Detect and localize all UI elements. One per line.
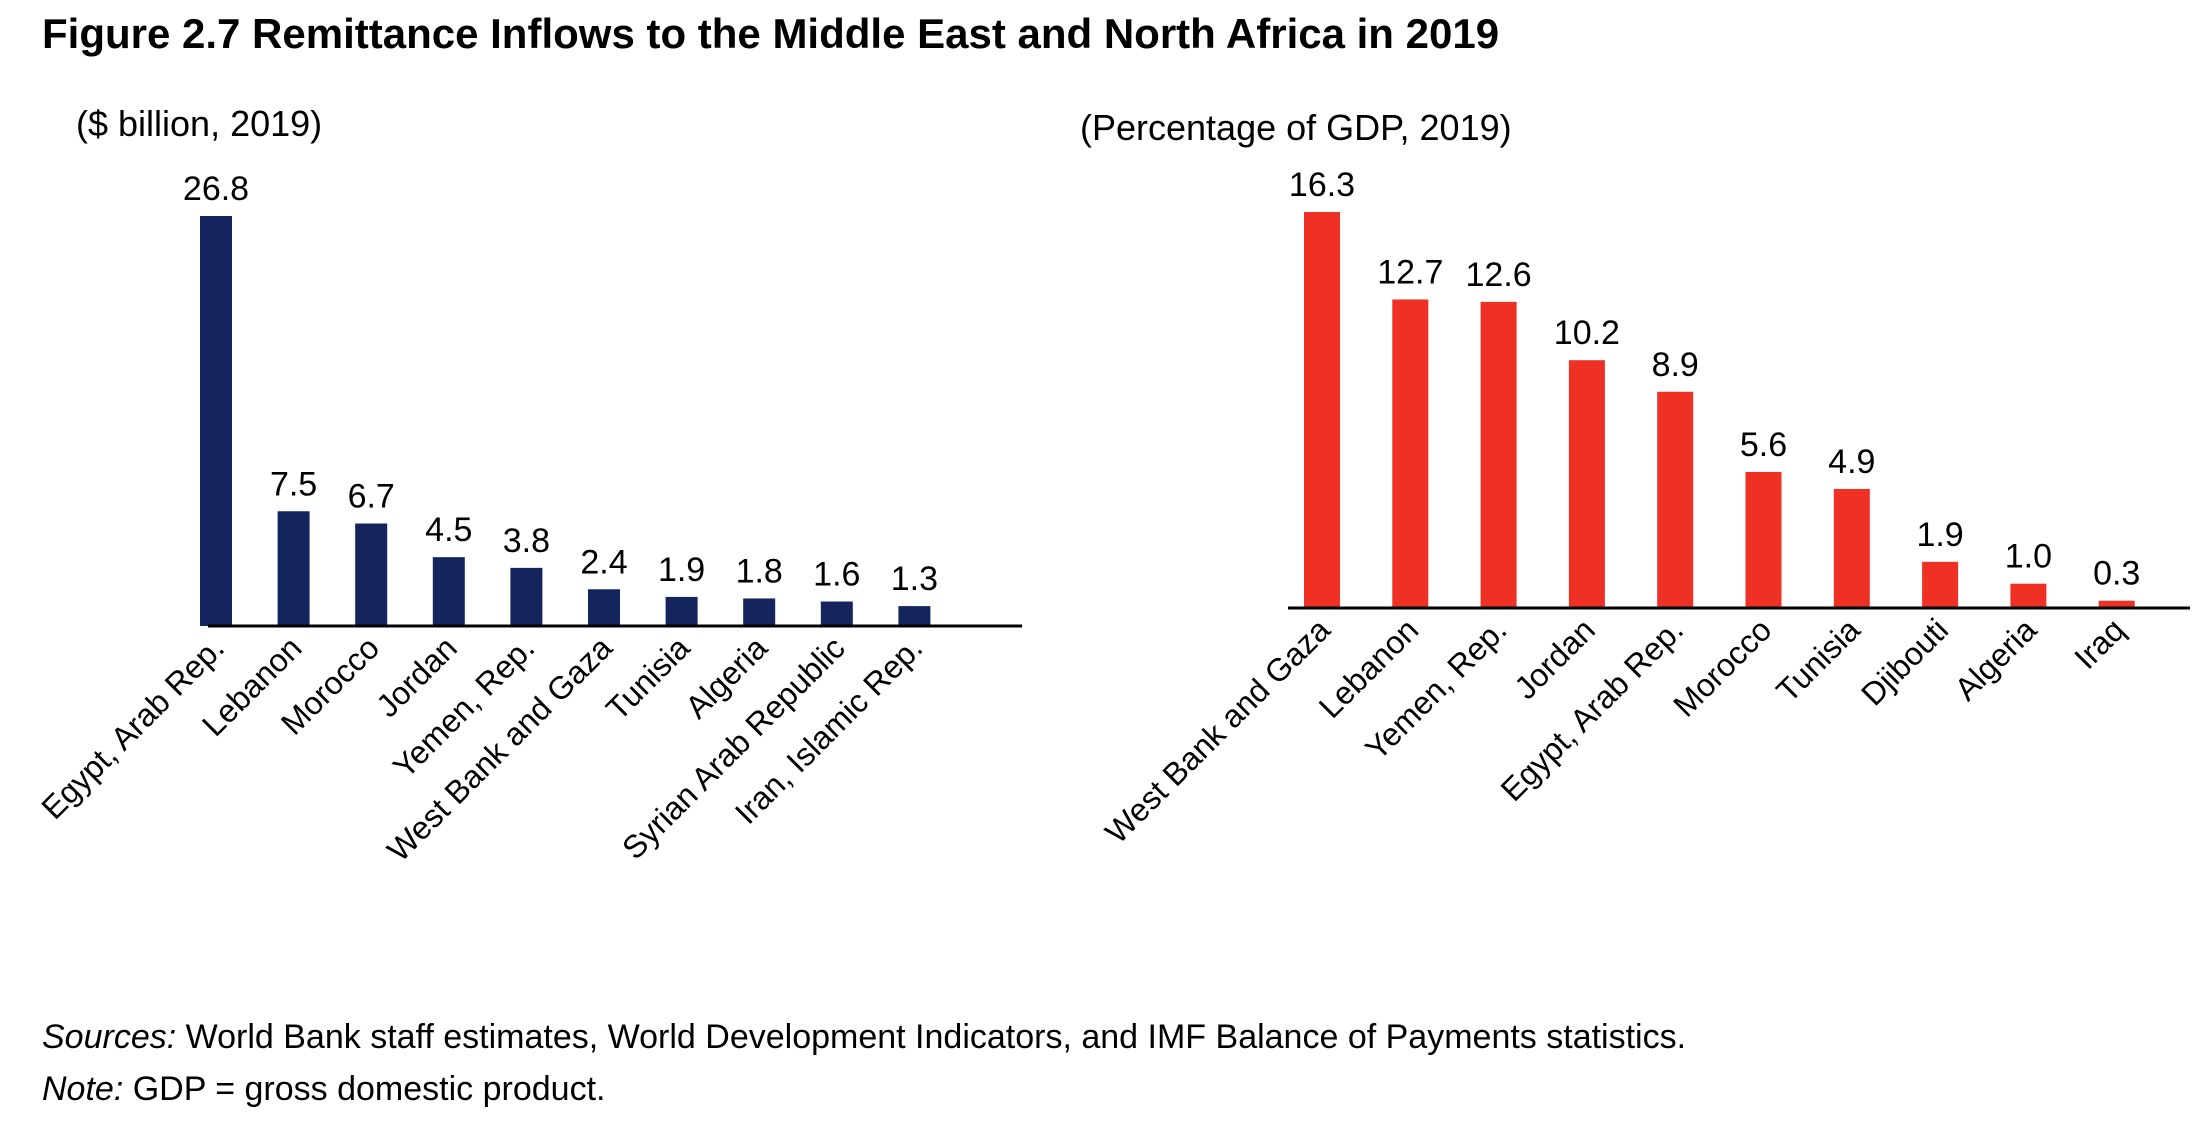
- left-value-label: 3.8: [503, 522, 550, 560]
- left-bar: [743, 598, 776, 626]
- right-value-label: 8.9: [1652, 346, 1699, 384]
- right-value-label: 10.2: [1554, 314, 1620, 352]
- left-value-label: 1.6: [813, 556, 860, 594]
- left-value-label: 26.8: [183, 170, 249, 208]
- right-category-label: Tunisia: [1769, 611, 1867, 709]
- note-text: GDP = gross domestic product.: [123, 1070, 606, 1108]
- right-value-label: 1.0: [2005, 538, 2052, 576]
- right-value-label: 12.7: [1377, 253, 1443, 291]
- right-bar: [2010, 583, 2047, 608]
- right-category-label: Morocco: [1666, 611, 1778, 723]
- right-category-label: Djibouti: [1854, 611, 1955, 712]
- right-category-label: Iraq: [2067, 611, 2131, 675]
- sources-line: Sources: World Bank staff estimates, Wor…: [42, 1018, 1686, 1057]
- left-value-label: 1.8: [736, 552, 783, 590]
- right-value-label: 16.3: [1289, 166, 1355, 204]
- left-bar: [588, 589, 620, 626]
- right-bar: [1922, 561, 1959, 608]
- right-category-label: Algeria: [1947, 611, 2043, 707]
- right-bar: [2098, 600, 2135, 608]
- right-bar: [1833, 488, 1870, 608]
- sources-text: World Bank staff estimates, World Develo…: [176, 1018, 1687, 1056]
- right-value-label: 4.9: [1828, 443, 1875, 481]
- right-value-label: 12.6: [1466, 256, 1532, 294]
- left-bar: [432, 557, 465, 626]
- left-value-label: 2.4: [580, 543, 627, 581]
- left-category-label: Tunisia: [599, 629, 697, 727]
- left-bar: [355, 523, 388, 626]
- right-value-label: 1.9: [1916, 516, 1963, 554]
- right-bar: [1304, 212, 1340, 608]
- right-value-label: 0.3: [2093, 555, 2140, 593]
- right-category-label: West Bank and Gaza: [1098, 611, 1337, 850]
- left-bar: [510, 567, 543, 626]
- right-chart-subtitle: (Percentage of GDP, 2019): [1080, 107, 1512, 148]
- left-bar: [277, 511, 310, 626]
- left-category-label: Egypt, Arab Rep.: [34, 629, 231, 826]
- left-value-label: 7.5: [270, 465, 317, 503]
- left-bar: [665, 596, 698, 626]
- right-bar: [1568, 360, 1605, 608]
- note-line: Note: GDP = gross domestic product.: [42, 1070, 605, 1109]
- note-label: Note:: [42, 1070, 124, 1108]
- charts-canvas: ($ billion, 2019) 26.8 Egypt, Arab Rep. 7.5…: [34, 103, 2190, 868]
- right-value-label: 5.6: [1740, 426, 1787, 464]
- left-value-label: 1.9: [658, 551, 705, 589]
- left-bar: [820, 601, 853, 626]
- left-chart-subtitle: ($ billion, 2019): [76, 103, 322, 144]
- left-bar: [200, 216, 232, 626]
- sources-label: Sources:: [42, 1018, 177, 1056]
- left-value-label: 1.3: [891, 560, 938, 598]
- left-value-label: 6.7: [348, 478, 395, 516]
- right-bar: [1657, 391, 1694, 608]
- left-bar: [898, 606, 931, 626]
- right-bar: [1745, 471, 1782, 608]
- right-bar: [1392, 299, 1429, 608]
- figure-title: Figure 2.7 Remittance Inflows to the Mid…: [42, 10, 1500, 57]
- left-value-label: 4.5: [425, 511, 472, 549]
- right-bar: [1480, 301, 1517, 608]
